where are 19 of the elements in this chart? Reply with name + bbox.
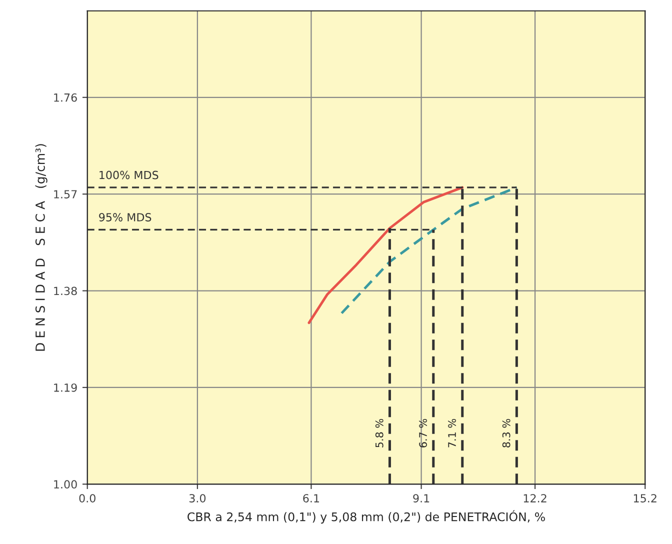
y-tick-label: 1.57 bbox=[54, 190, 77, 198]
annotation: 6.7 % bbox=[419, 418, 427, 448]
series-label: 100% MDS bbox=[100, 170, 158, 180]
x-axis-title: CBR a 2,54 mm (0,1") y 5,08 mm (0,2") de PENETRACIÓN, % bbox=[188, 510, 545, 524]
y-tick-label: 1.19 bbox=[54, 383, 77, 392]
y-tick-label: 1.00 bbox=[54, 480, 77, 489]
y-tick-label: 1.76 bbox=[54, 93, 77, 102]
x-tick-label: 9.1 bbox=[413, 494, 430, 502]
x-tick-label: 15.2 bbox=[634, 494, 656, 502]
series-label: 95% MDS bbox=[99, 213, 152, 222]
x-tick-label: 12.2 bbox=[524, 494, 546, 502]
annotation: 8.3 % bbox=[502, 418, 510, 448]
x-tick-label: 6.1 bbox=[303, 494, 320, 502]
annotation: 7.1 % bbox=[448, 418, 456, 448]
x-tick-label: 0.0 bbox=[79, 494, 96, 502]
y-axis-title: D E N S I D A D S E C A (g/cm³) bbox=[35, 144, 48, 351]
annotation: 5.8 % bbox=[375, 418, 384, 448]
x-tick-label: 3.0 bbox=[189, 494, 206, 502]
y-tick-label: 1.38 bbox=[54, 286, 77, 296]
